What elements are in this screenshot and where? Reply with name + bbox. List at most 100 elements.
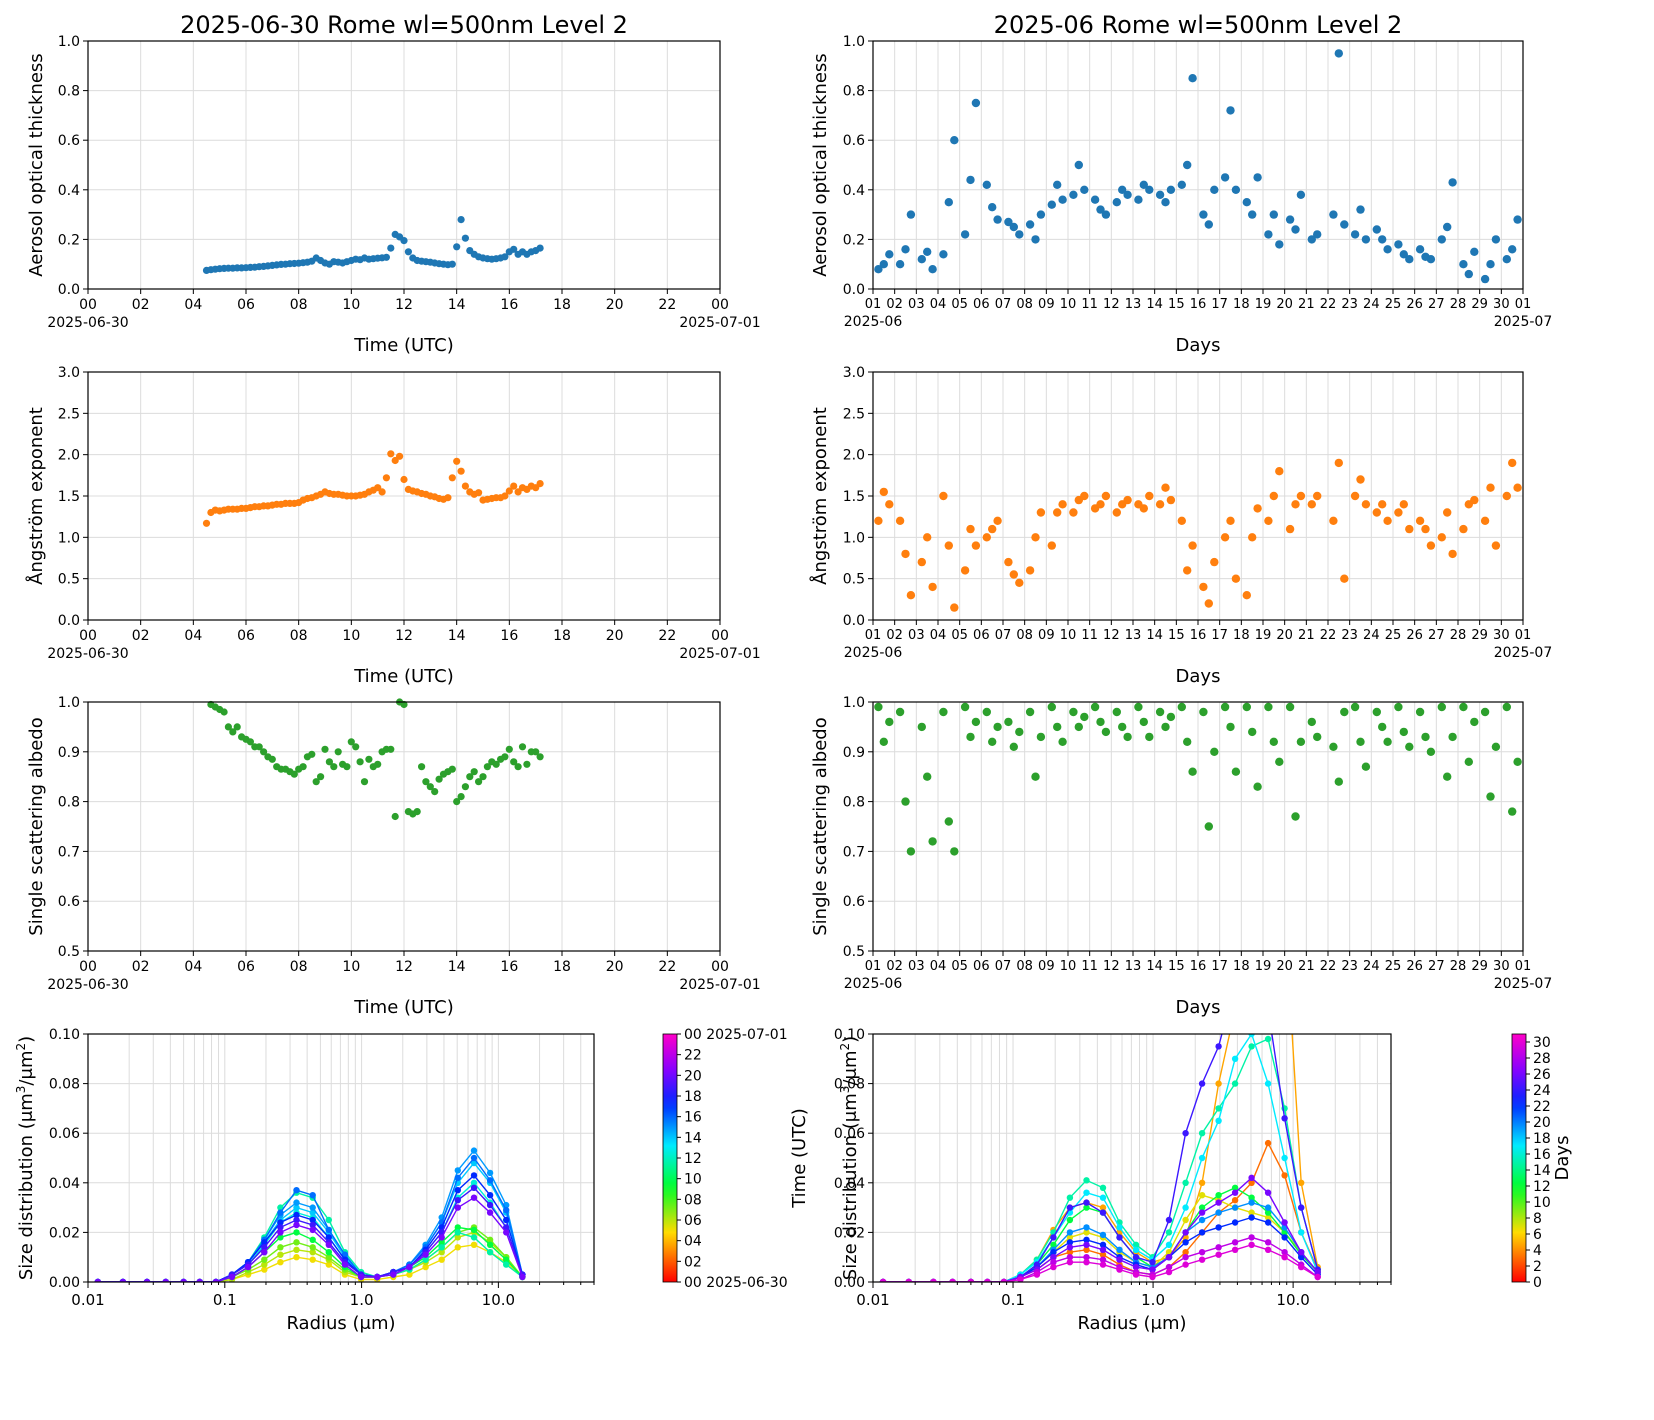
series-point [1314,1273,1321,1281]
series-point [1264,1204,1272,1211]
y-tick-label: 0.7 [843,844,865,860]
series-point [196,1278,203,1282]
colorbar-tick-label: 0 [1533,1275,1542,1291]
x-tick-label: 03 [908,959,925,974]
data-point [1459,524,1468,534]
y-tick-label: 0.9 [58,745,80,761]
series-point [1083,1241,1090,1249]
data-point [901,245,910,254]
x-tick-label: 18 [553,297,571,313]
x-tick-label: 25 [1385,297,1402,312]
data-point [1248,210,1257,219]
series-point [1066,1234,1074,1241]
x-tick-label: 06 [237,959,255,975]
data-point [1508,807,1517,816]
data-point [1356,475,1365,484]
series-point [1281,1115,1288,1122]
data-point [448,765,456,773]
x-tick-label: 0.01 [856,1291,889,1309]
x-tick-label: 20 [606,297,624,313]
series-point [1298,1263,1305,1271]
data-point [1399,727,1409,737]
x-tick-label: 18 [1233,959,1250,974]
data-point [1053,180,1062,189]
x-date-end-label: 2025-07-01 [679,315,760,331]
x-tick-label: 04 [930,959,947,974]
series-point [1083,1224,1090,1231]
data-point [906,591,916,600]
series-point [1298,1179,1305,1187]
x-tick-label: 10.0 [482,1291,515,1309]
data-point [260,748,268,756]
colorbar [662,1033,678,1283]
data-point [457,216,465,224]
series-line [883,1038,1319,1282]
data-point [1285,702,1295,712]
series-point [438,1249,445,1256]
data-point [928,582,937,592]
data-point [1459,702,1468,712]
data-point [1204,599,1214,608]
x-tick-label: 01 [1515,297,1532,312]
x-tick-label: 10.0 [1276,1291,1309,1309]
data-point [1307,717,1317,727]
data-point [1188,767,1197,776]
colorbar-tick-label: 4 [1533,1243,1542,1259]
data-point [1155,500,1165,509]
data-point [1275,240,1284,249]
series-point [1231,1055,1239,1063]
data-point [1296,190,1306,199]
x-tick-label: 18 [1233,297,1250,312]
data-point [1090,195,1100,204]
series-point [357,1273,365,1281]
data-point [290,770,298,778]
data-point [1036,210,1046,219]
series-point [277,1224,284,1231]
series-point [1182,1229,1189,1236]
colorbar-tick-label: 22 [1533,1099,1551,1115]
data-point [906,210,916,219]
x-tick-label: 08 [1016,959,1033,974]
series-point [1198,1204,1206,1211]
series-point [1264,1239,1272,1246]
data-point [885,717,894,727]
data-point [1313,491,1322,501]
x-tick-label: 10 [1060,628,1077,643]
series-point [1099,1231,1107,1239]
x-tick-label: 06 [973,297,990,312]
series-point [1099,1241,1107,1249]
series-point [1165,1254,1173,1261]
data-point [224,723,232,731]
series-point [984,1278,991,1282]
data-point [1405,742,1414,751]
x-tick-label: 1.0 [1141,1291,1165,1309]
series-point [261,1256,268,1263]
data-point [1226,516,1235,525]
x-tick-label: 22 [1320,628,1337,643]
data-point [988,737,997,746]
x-tick-label: 18 [553,959,571,975]
x-tick-label: 20 [1276,959,1293,974]
x-tick-label: 13 [1125,959,1142,974]
data-point [1177,516,1187,525]
data-point [885,250,894,259]
x-tick-label: 07 [995,297,1012,312]
x-date-start-label: 2025-06-30 [47,646,128,662]
data-point [1502,702,1512,712]
series-point [1182,1204,1189,1211]
series-point [1248,1194,1255,1201]
series-line [97,1244,523,1282]
x-tick-label: 22 [1320,959,1337,974]
x-tick-label: 1.0 [350,1291,374,1309]
data-point [1426,255,1436,264]
series-point [1298,1249,1305,1256]
series-point [1298,1229,1305,1236]
series-point [1116,1256,1123,1263]
data-point [317,773,325,781]
data-point [1161,198,1170,207]
x-tick-label: 00 [79,297,97,313]
data-point [1177,180,1187,189]
series-point [1083,1246,1090,1254]
series-point [1231,1184,1239,1192]
data-point [505,487,513,495]
